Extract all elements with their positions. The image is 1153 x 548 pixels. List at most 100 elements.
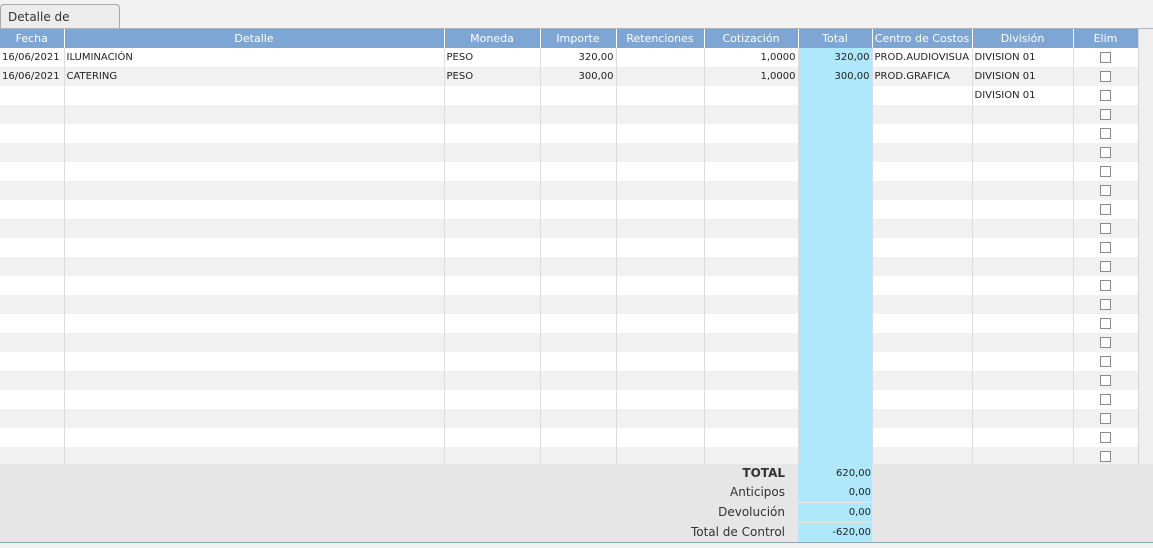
cell-detalle[interactable] [64,409,445,428]
cell-retenciones[interactable] [616,105,705,124]
cell-detalle[interactable] [64,181,445,200]
cell-cotizacion[interactable] [704,314,799,333]
cell-division[interactable]: DIVISION 01 [972,48,1074,67]
cell-cotizacion[interactable] [704,200,799,219]
cell-moneda[interactable] [444,181,541,200]
cell-moneda[interactable] [444,200,541,219]
cell-retenciones[interactable] [616,181,705,200]
cell-detalle[interactable] [64,333,445,352]
cell-retenciones[interactable] [616,143,705,162]
cell-moneda[interactable] [444,219,541,238]
cell-fecha[interactable] [0,124,65,143]
cell-division[interactable] [972,314,1074,333]
cell-retenciones[interactable] [616,352,705,371]
cell-moneda[interactable] [444,314,541,333]
col-header-detalle[interactable]: Detalle [64,29,445,48]
cell-moneda[interactable] [444,352,541,371]
cell-centro-costos[interactable] [872,257,973,276]
cell-moneda[interactable] [444,143,541,162]
elim-checkbox[interactable] [1100,70,1111,82]
cell-cotizacion[interactable] [704,181,799,200]
cell-retenciones[interactable] [616,257,705,276]
cell-importe[interactable] [540,86,617,105]
elim-checkbox[interactable] [1100,222,1111,234]
table-row[interactable] [0,181,1138,200]
cell-cotizacion[interactable] [704,276,799,295]
cell-importe[interactable] [540,143,617,162]
cell-cotizacion[interactable] [704,390,799,409]
cell-importe[interactable] [540,105,617,124]
col-header-fecha[interactable]: Fecha [0,29,65,48]
col-header-importe[interactable]: Importe [540,29,617,48]
cell-fecha[interactable] [0,295,65,314]
cell-detalle[interactable] [64,447,445,464]
cell-moneda[interactable] [444,238,541,257]
cell-retenciones[interactable] [616,276,705,295]
cell-detalle[interactable] [64,238,445,257]
table-row[interactable] [0,314,1138,333]
table-row[interactable] [0,295,1138,314]
elim-checkbox[interactable] [1100,431,1111,443]
table-row[interactable] [0,105,1138,124]
col-header-centro-costos[interactable]: Centro de Costos [872,29,973,48]
table-row[interactable] [0,352,1138,371]
cell-detalle[interactable] [64,295,445,314]
cell-centro-costos[interactable] [872,181,973,200]
cell-cotizacion[interactable] [704,428,799,447]
cell-detalle[interactable] [64,124,445,143]
cell-division[interactable] [972,200,1074,219]
elim-checkbox[interactable] [1100,336,1111,348]
cell-detalle[interactable] [64,390,445,409]
table-row[interactable]: 16/06/2021 ILUMINACIÓN PESO 320,00 1,000… [0,48,1138,67]
cell-centro-costos[interactable] [872,447,973,464]
cell-division[interactable] [972,352,1074,371]
col-header-elim[interactable]: Elim [1073,29,1138,48]
cell-moneda[interactable] [444,333,541,352]
cell-cotizacion[interactable] [704,219,799,238]
elim-checkbox[interactable] [1100,279,1111,291]
cell-importe[interactable] [540,257,617,276]
cell-division[interactable] [972,162,1074,181]
cell-cotizacion[interactable] [704,333,799,352]
table-row[interactable] [0,219,1138,238]
cell-cotizacion[interactable] [704,447,799,464]
table-row[interactable] [0,409,1138,428]
cell-division[interactable] [972,390,1074,409]
cell-division[interactable] [972,409,1074,428]
elim-checkbox[interactable] [1100,108,1111,120]
cell-cotizacion[interactable] [704,371,799,390]
cell-division[interactable] [972,295,1074,314]
cell-centro-costos[interactable] [872,333,973,352]
cell-division[interactable] [972,181,1074,200]
cell-fecha[interactable] [0,390,65,409]
elim-checkbox[interactable] [1100,127,1111,139]
cell-cotizacion[interactable]: 1,0000 [704,48,799,67]
cell-fecha[interactable]: 16/06/2021 [0,67,65,86]
cell-importe[interactable] [540,124,617,143]
cell-cotizacion[interactable] [704,105,799,124]
cell-retenciones[interactable] [616,295,705,314]
cell-detalle[interactable] [64,86,445,105]
cell-fecha[interactable] [0,333,65,352]
cell-centro-costos[interactable] [872,371,973,390]
cell-fecha[interactable] [0,181,65,200]
cell-centro-costos[interactable] [872,409,973,428]
cell-division[interactable] [972,447,1074,464]
cell-cotizacion[interactable] [704,86,799,105]
cell-retenciones[interactable] [616,238,705,257]
cell-fecha[interactable] [0,314,65,333]
cell-detalle[interactable] [64,143,445,162]
cell-detalle[interactable] [64,428,445,447]
summary-anticipos-value[interactable]: 0,00 [798,483,872,502]
cell-detalle[interactable] [64,257,445,276]
cell-moneda[interactable] [444,390,541,409]
cell-moneda[interactable]: PESO [444,67,541,86]
elim-checkbox[interactable] [1100,260,1111,272]
elim-checkbox[interactable] [1100,184,1111,196]
cell-moneda[interactable] [444,162,541,181]
cell-centro-costos[interactable]: PROD.GRAFICA [872,67,973,86]
cell-importe[interactable] [540,295,617,314]
cell-importe[interactable] [540,162,617,181]
cell-detalle[interactable] [64,276,445,295]
cell-importe[interactable] [540,333,617,352]
